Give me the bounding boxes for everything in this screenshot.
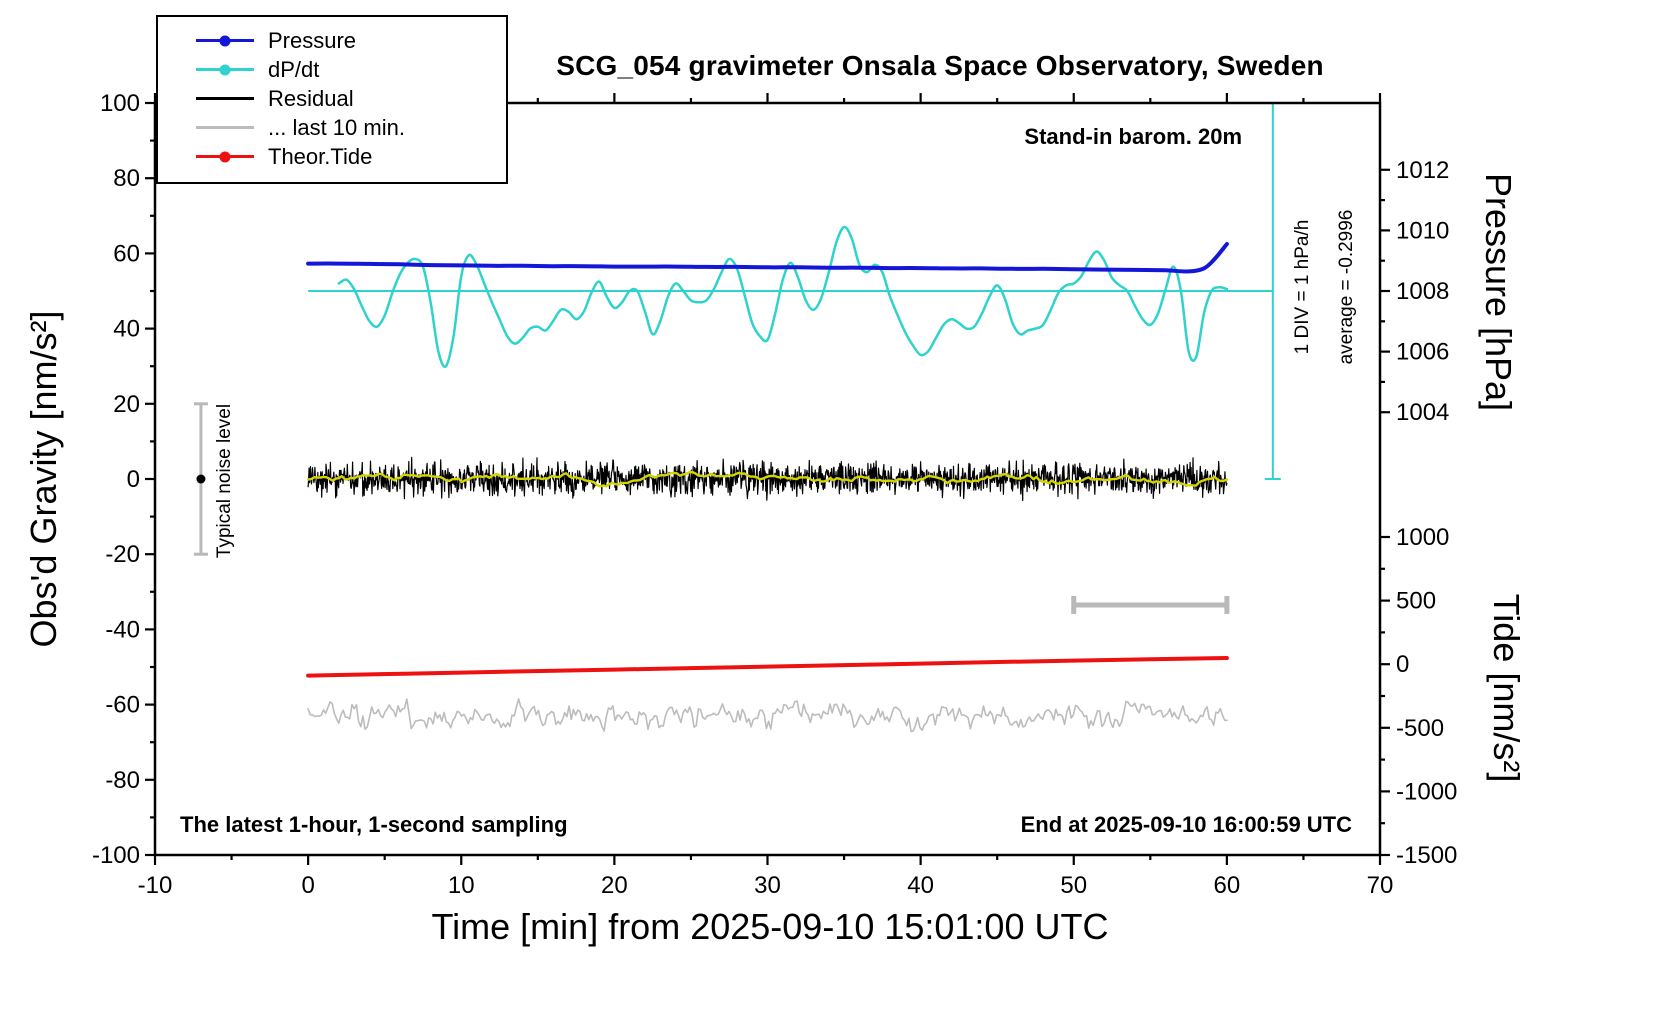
legend-item-last10min: ... last 10 min.: [158, 113, 506, 142]
x-tick-label: 30: [754, 872, 781, 899]
legend-item-pressure: Pressure: [158, 26, 506, 55]
y-tick-label: -40: [105, 616, 140, 643]
y-tick-label: 60: [113, 240, 140, 267]
legend-item-residual: Residual: [158, 84, 506, 113]
chart-title: SCG_054 gravimeter Onsala Space Observat…: [556, 50, 1324, 81]
legend-line-last10min-icon: [196, 126, 254, 129]
y-tick-label: -20: [105, 541, 140, 568]
y-axis-title-gravity: Obs'd Gravity [nm/s²]: [23, 310, 64, 648]
tide-tick-label: -1500: [1396, 842, 1457, 869]
y-tick-label: 0: [127, 466, 140, 493]
x-tick-label: -10: [138, 872, 173, 899]
series-tide: [306, 656, 1229, 678]
series-pressure: [306, 242, 1229, 274]
legend-label: Pressure: [268, 27, 357, 53]
tide-tick-label: 500: [1396, 588, 1436, 615]
y-tick-label: -80: [105, 767, 140, 794]
right-axis-title-pressure: Pressure [hPa]: [1478, 172, 1519, 412]
tide-tick-label: 0: [1396, 651, 1409, 678]
annotation-typical-noise-level: Typical noise level: [214, 403, 235, 559]
annotation-one-div: 1 DIV = 1 hPa/h: [1292, 219, 1313, 355]
series-residual-smooth: [306, 470, 1229, 488]
legend-item-theor-tide: Theor.Tide: [158, 142, 506, 171]
legend-item-dpdt: dP/dt: [158, 55, 506, 84]
x-tick-label: 70: [1367, 872, 1394, 899]
pressure-tick-label: 1010: [1396, 217, 1449, 244]
x-tick-label: 60: [1214, 872, 1241, 899]
pressure-tick-label: 1004: [1396, 399, 1449, 426]
y-tick-label: 100: [100, 90, 140, 117]
legend-label: ... last 10 min.: [268, 114, 405, 140]
x-axis-title-time: Time [min] from 2025-09-10 15:01:00 UTC: [431, 906, 1109, 947]
legend-dot-icon: [219, 151, 231, 162]
legend-line-dpdt-icon: [196, 64, 254, 75]
legend-line-theortide-icon: [196, 151, 254, 162]
x-tick-label: 0: [301, 872, 314, 899]
x-tick-label: 40: [907, 872, 934, 899]
y-tick-label: 20: [113, 391, 140, 418]
legend-dot-icon: [219, 35, 231, 46]
pressure-tick-label: 1012: [1396, 157, 1449, 184]
series-residual: [307, 456, 1228, 502]
y-tick-label: -60: [105, 692, 140, 719]
tide-tick-label: -500: [1396, 715, 1444, 742]
annotation-end-time: End at 2025-09-10 16:00:59 UTC: [1020, 812, 1352, 837]
series-dpdt: [337, 225, 1229, 368]
x-tick-label: 50: [1060, 872, 1087, 899]
legend-line-pressure-icon: [196, 35, 254, 46]
legend: Pressure dP/dt Residual ... last 10 min.…: [156, 15, 508, 184]
annotation-average: average = -0.2996: [1336, 209, 1357, 365]
y-tick-label: 40: [113, 316, 140, 343]
series-last10: [307, 698, 1228, 733]
pressure-tick-label: 1006: [1396, 339, 1449, 366]
pressure-tick-label: 1008: [1396, 278, 1449, 305]
noise-error-bar-dot: [196, 474, 206, 484]
tide-tick-label: 1000: [1396, 524, 1449, 551]
legend-label: Residual: [268, 85, 354, 111]
y-tick-label: -100: [92, 842, 140, 869]
x-tick-label: 20: [601, 872, 628, 899]
right-axis-title-tide: Tide [nm/s²]: [1486, 593, 1527, 783]
annotation-sampling-note: The latest 1-hour, 1-second sampling: [180, 812, 568, 837]
legend-dot-icon: [219, 64, 231, 75]
annotation-standin-barometer: Stand-in barom. 20m: [1024, 124, 1242, 149]
legend-label: dP/dt: [268, 56, 320, 82]
legend-label: Theor.Tide: [268, 143, 373, 169]
legend-line-residual-icon: [196, 97, 254, 100]
y-tick-label: 80: [113, 165, 140, 192]
x-tick-label: 10: [448, 872, 475, 899]
tide-tick-label: -1000: [1396, 778, 1457, 805]
